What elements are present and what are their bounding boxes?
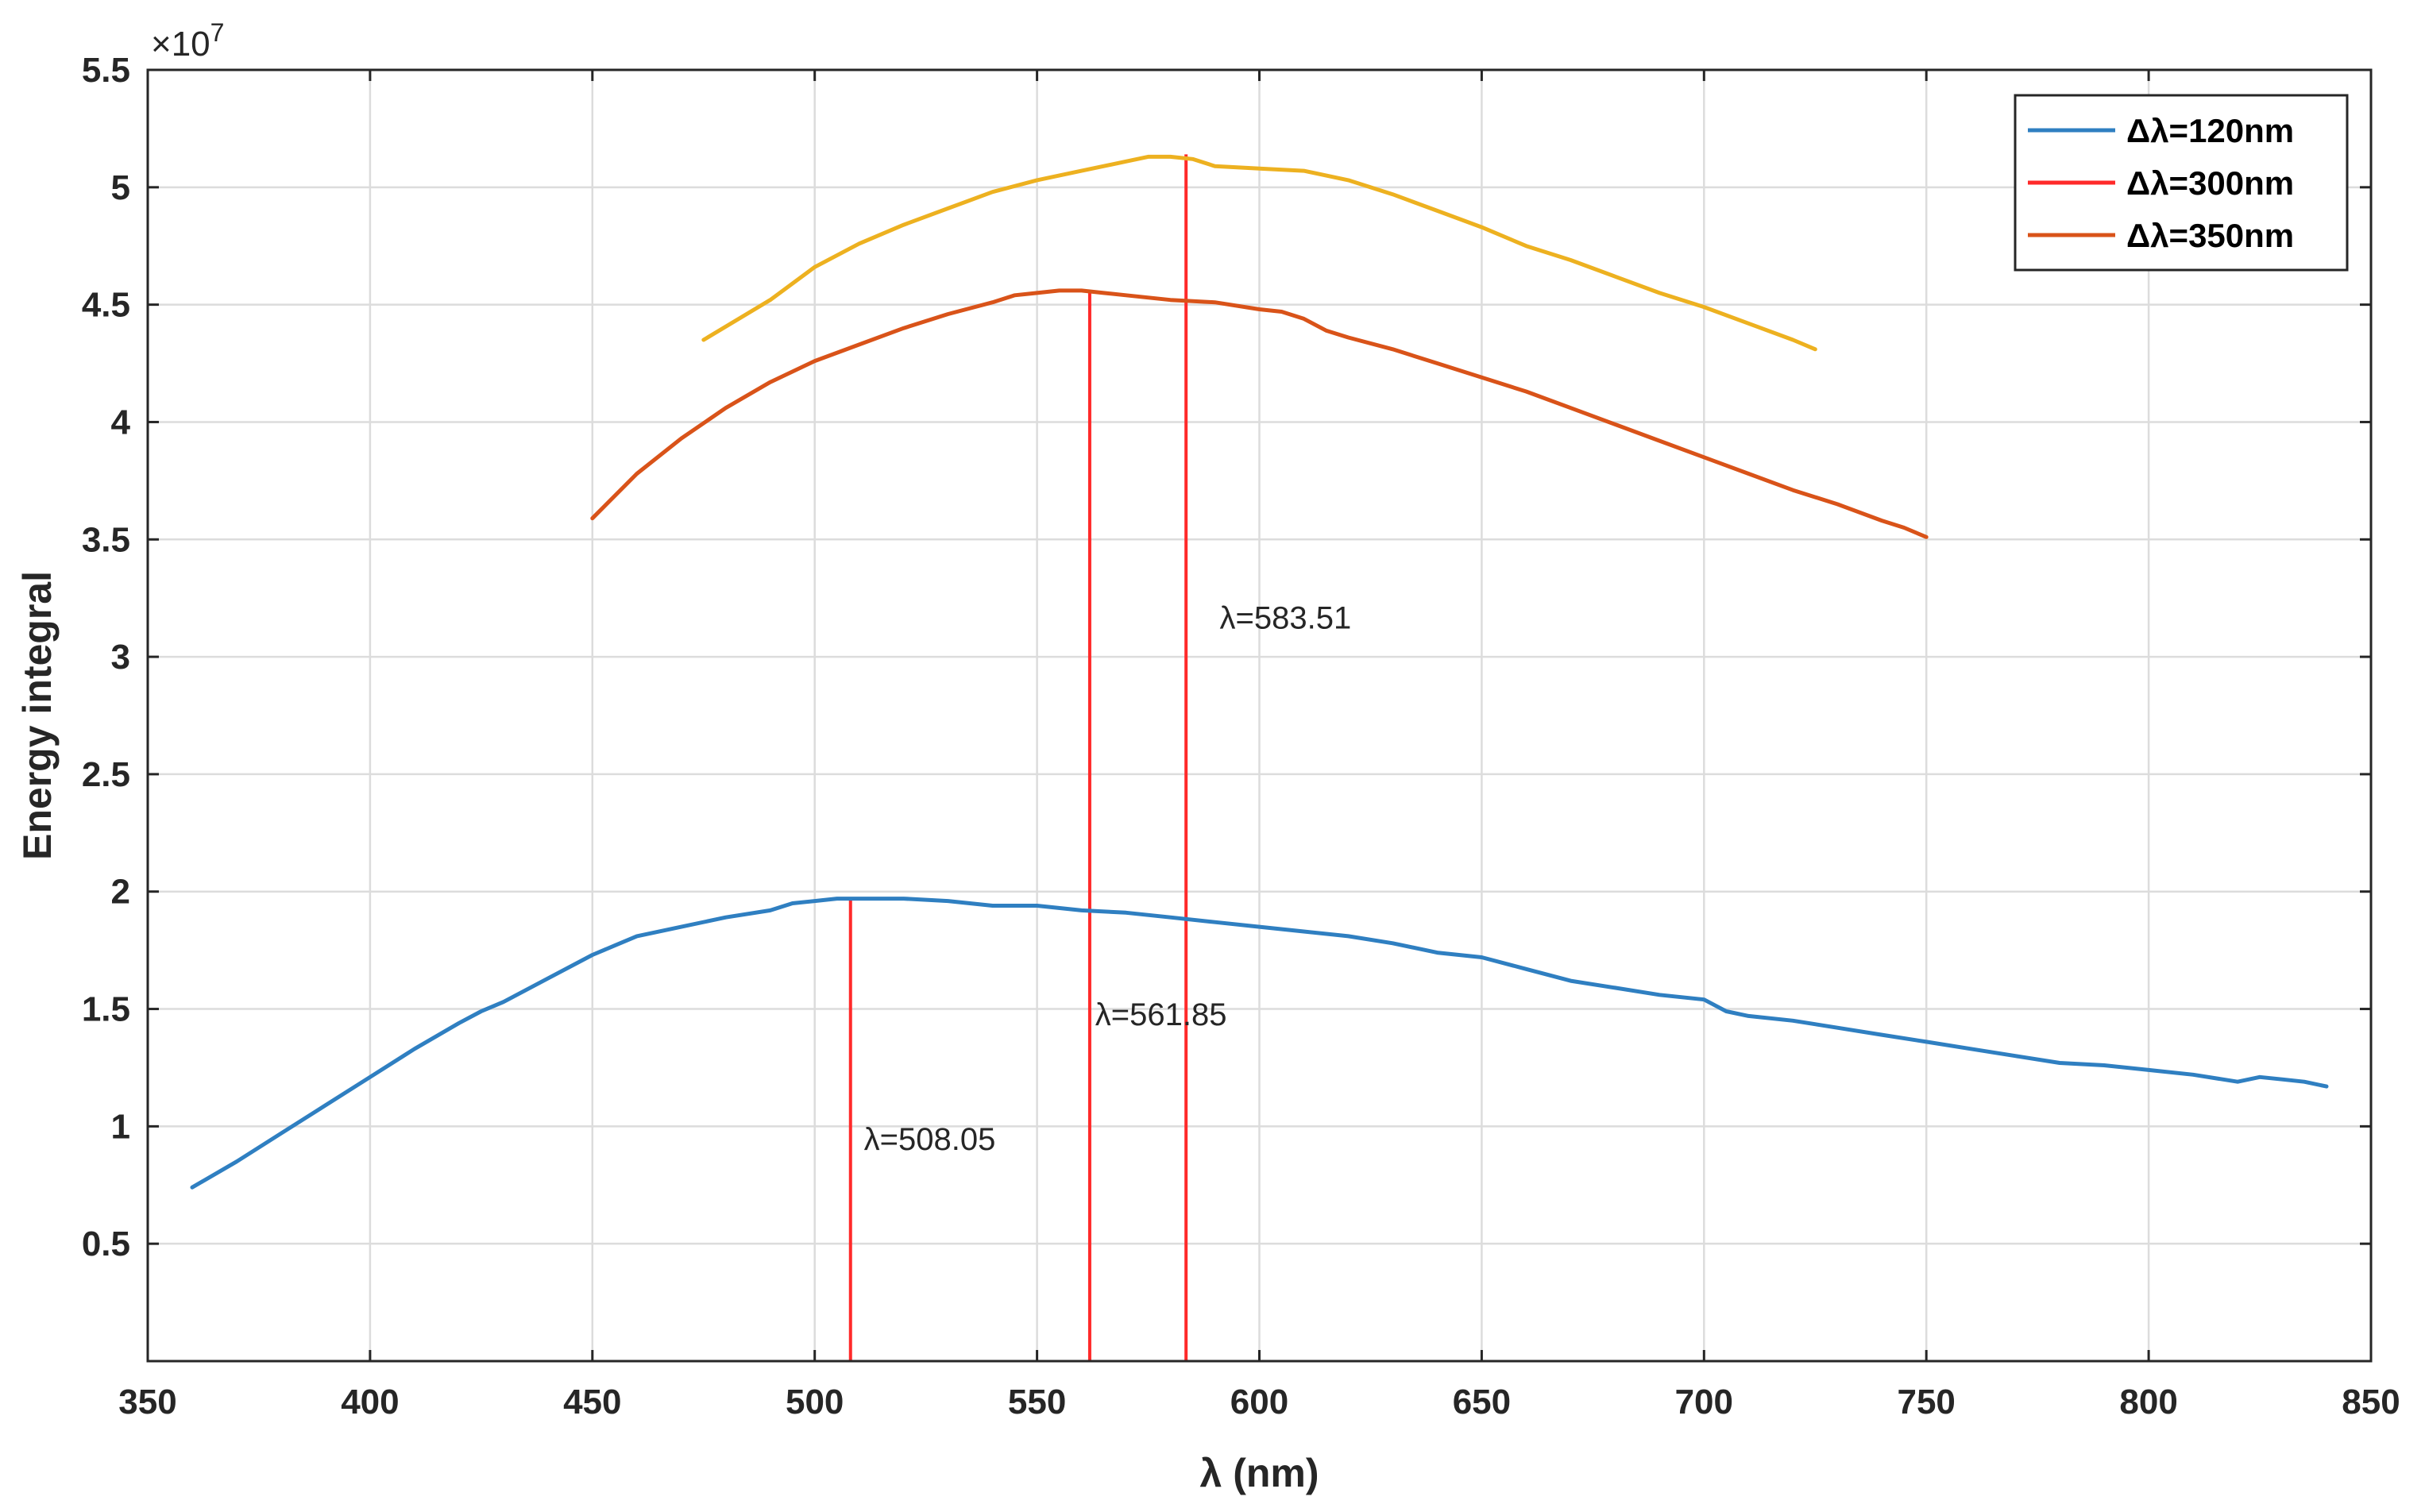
- series-line: [590, 288, 1929, 539]
- x-tick-label: 550: [1008, 1383, 1066, 1421]
- series-layer: [190, 154, 2329, 1190]
- x-tick-label: 850: [2342, 1383, 2400, 1421]
- y-axis-exponent: ×107: [151, 18, 224, 64]
- y-tick-label: 5.5: [82, 51, 130, 90]
- y-tick-label: 2.5: [82, 755, 130, 794]
- tick-layer: 350 400 450 500 550 600 650 700 750 800 850 0.5 1 1.5…: [82, 51, 2400, 1421]
- x-tick-label: 800: [2119, 1383, 2177, 1421]
- x-tick-label: 650: [1453, 1383, 1511, 1421]
- y-axis-label: Energy integral: [15, 571, 60, 860]
- legend-entry: Δλ=300nm: [2126, 164, 2294, 202]
- series-line: [701, 154, 1817, 352]
- x-tick-label: 600: [1230, 1383, 1288, 1421]
- legend: Δλ=120nm Δλ=300nm Δλ=350nm: [2014, 94, 2349, 272]
- y-tick-label: 5: [111, 168, 130, 207]
- legend-entry: Δλ=120nm: [2126, 112, 2294, 149]
- x-axis-label: λ (nm): [1200, 1451, 1319, 1495]
- y-tick-label: 3: [111, 638, 130, 677]
- x-tick-label: 350: [118, 1383, 176, 1421]
- legend-entry: Δλ=350nm: [2126, 217, 2294, 254]
- x-tick-label: 750: [1897, 1383, 1955, 1421]
- annotation-lines: [848, 154, 1188, 1361]
- peak-annotation-label: λ=508.05: [864, 1122, 996, 1157]
- y-tick-label: 3.5: [82, 520, 130, 559]
- x-tick-label: 400: [341, 1383, 399, 1421]
- y-tick-label: 1: [111, 1107, 130, 1146]
- y-tick-label: 4.5: [82, 286, 130, 325]
- y-tick-label: 1.5: [82, 990, 130, 1029]
- peak-annotation-label: λ=561.85: [1095, 997, 1227, 1032]
- x-tick-label: 500: [786, 1383, 844, 1421]
- axis-label-layer: λ (nm) Energy integral ×107: [15, 18, 1319, 1495]
- annotation-labels: λ=508.05 λ=561.85 λ=583.51: [864, 601, 1352, 1157]
- x-tick-label: 700: [1675, 1383, 1733, 1421]
- y-tick-label: 0.5: [82, 1225, 130, 1263]
- x-tick-label: 450: [563, 1383, 621, 1421]
- grid-layer: [148, 70, 2371, 1361]
- y-tick-label: 2: [111, 873, 130, 912]
- series-line: [190, 897, 2329, 1190]
- y-exponent-power: 7: [210, 18, 225, 47]
- peak-annotation-label: λ=583.51: [1220, 601, 1352, 636]
- y-tick-label: 4: [111, 403, 131, 442]
- y-exponent-base: ×10: [151, 25, 210, 64]
